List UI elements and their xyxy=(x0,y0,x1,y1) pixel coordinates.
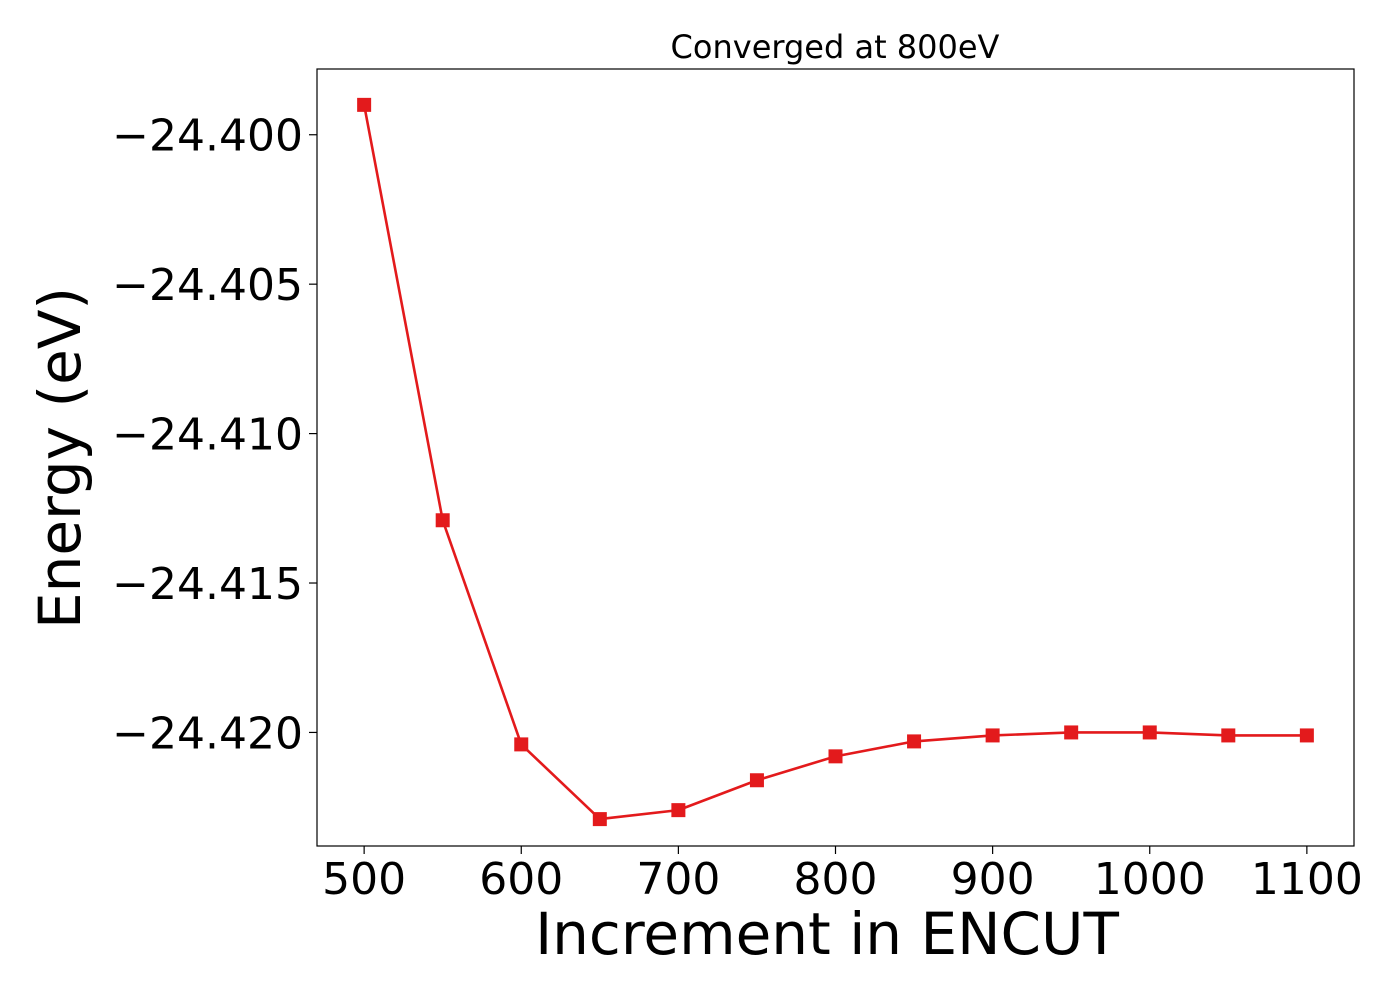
data-point-marker xyxy=(1299,728,1314,743)
x-tick-label: 700 xyxy=(636,854,720,905)
chart-title: Converged at 800eV xyxy=(671,28,1000,66)
data-point-marker xyxy=(985,728,1000,743)
x-tick-label: 900 xyxy=(951,854,1035,905)
y-axis-label: Energy (eV) xyxy=(26,287,94,629)
x-tick-label: 600 xyxy=(479,854,563,905)
data-point-marker xyxy=(592,812,607,827)
data-point-marker xyxy=(357,97,372,112)
data-point-marker xyxy=(671,803,686,818)
x-tick-label: 1100 xyxy=(1251,854,1363,905)
data-point-marker xyxy=(907,734,922,749)
data-point-marker xyxy=(1142,725,1157,740)
x-tick-label: 1000 xyxy=(1094,854,1206,905)
plot-area: 500 600 700 800 900 1000 1100 −24.400 −24.405 −24… xyxy=(112,68,1363,905)
data-point-marker xyxy=(828,749,843,764)
plot-frame xyxy=(316,68,1355,847)
data-point-marker xyxy=(1221,728,1236,743)
x-tick-label: 500 xyxy=(322,854,406,905)
y-tick-label: −24.415 xyxy=(112,559,303,610)
y-tick-label: −24.405 xyxy=(112,260,303,311)
y-tick-label: −24.410 xyxy=(112,410,303,461)
y-tick-label: −24.400 xyxy=(112,111,303,162)
data-point-marker xyxy=(514,737,529,752)
data-point-marker xyxy=(749,773,764,788)
x-axis-label: Increment in ENCUT xyxy=(535,900,1119,968)
y-tick-label: −24.420 xyxy=(112,708,303,759)
x-tick-label: 800 xyxy=(794,854,878,905)
data-point-marker xyxy=(1064,725,1079,740)
series-line xyxy=(362,104,1307,821)
data-point-marker xyxy=(435,513,450,528)
